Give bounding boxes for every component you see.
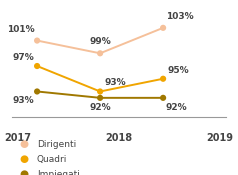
Text: 99%: 99% xyxy=(89,37,111,46)
Point xyxy=(161,26,165,29)
Text: Dirigenti: Dirigenti xyxy=(37,140,76,149)
Text: 95%: 95% xyxy=(167,66,189,75)
Point xyxy=(98,52,102,55)
Point xyxy=(161,77,165,80)
Text: 2019: 2019 xyxy=(207,133,234,143)
Point xyxy=(161,96,165,99)
Text: 101%: 101% xyxy=(7,25,34,34)
Text: 93%: 93% xyxy=(104,78,126,87)
Point xyxy=(35,90,39,93)
Text: 2018: 2018 xyxy=(105,133,133,143)
Point xyxy=(98,90,102,93)
Text: ●: ● xyxy=(19,154,28,164)
Text: ●: ● xyxy=(19,139,28,149)
Text: 92%: 92% xyxy=(89,103,111,112)
Text: Impiegati: Impiegati xyxy=(37,170,80,175)
Text: 97%: 97% xyxy=(13,53,34,62)
Text: 103%: 103% xyxy=(166,12,193,21)
Text: Quadri: Quadri xyxy=(37,155,67,164)
Text: 92%: 92% xyxy=(166,103,188,112)
Point xyxy=(35,65,39,67)
Text: 93%: 93% xyxy=(13,96,34,105)
Point xyxy=(98,96,102,99)
Text: 2017: 2017 xyxy=(4,133,31,143)
Text: ●: ● xyxy=(19,169,28,175)
Point xyxy=(35,39,39,42)
